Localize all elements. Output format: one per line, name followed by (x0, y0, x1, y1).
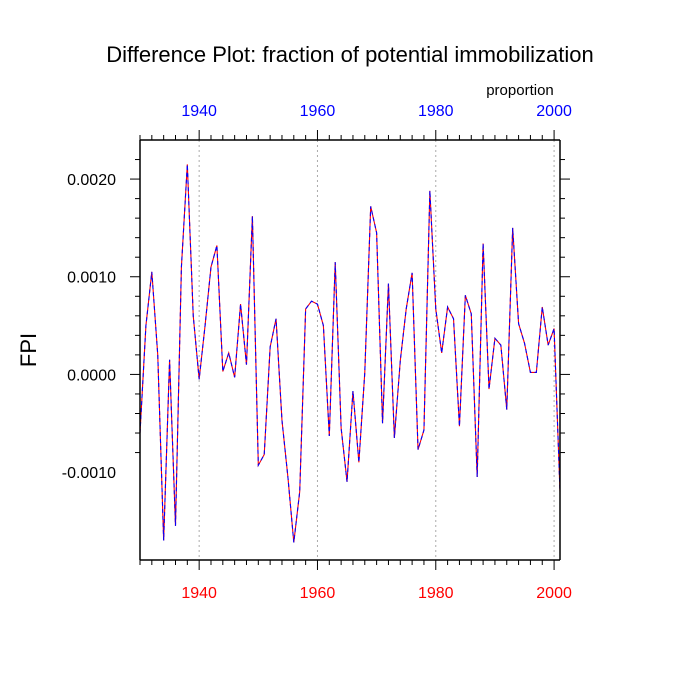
x-tick-label-bottom-1960: 1960 (300, 585, 336, 602)
grid-layer (198, 140, 555, 560)
series-line-blue-0 (139, 164, 561, 543)
x-tick-label-top-1980: 1980 (418, 103, 454, 120)
y-tick-label-3: 0.0020 (67, 172, 116, 189)
y-axis-label: FPI (16, 333, 41, 367)
axes-layer (130, 130, 570, 570)
x-tick-label-bottom-1980: 1980 (418, 585, 454, 602)
x-tick-label-bottom-2000: 2000 (536, 585, 572, 602)
y-tick-label-0: -0.0010 (62, 465, 116, 482)
chart-title: Difference Plot: fraction of potential i… (106, 42, 594, 67)
x-tick-label-top-1940: 1940 (181, 103, 217, 120)
labels-layer: 1940 1940 1960 1960 1980 1980 2000 2000 -0.0010 0… (62, 103, 572, 602)
x-tick-label-bottom-1940: 1940 (181, 585, 217, 602)
x-tick-label-top-2000: 2000 (536, 103, 572, 120)
x-tick-label-top-1960: 1960 (300, 103, 336, 120)
y-tick-label-1: 0.0000 (67, 367, 116, 384)
top-axis-label: proportion (486, 82, 554, 99)
y-tick-label-2: 0.0010 (67, 270, 116, 287)
series-line-red-0 (139, 164, 561, 543)
series-layer (139, 164, 561, 543)
